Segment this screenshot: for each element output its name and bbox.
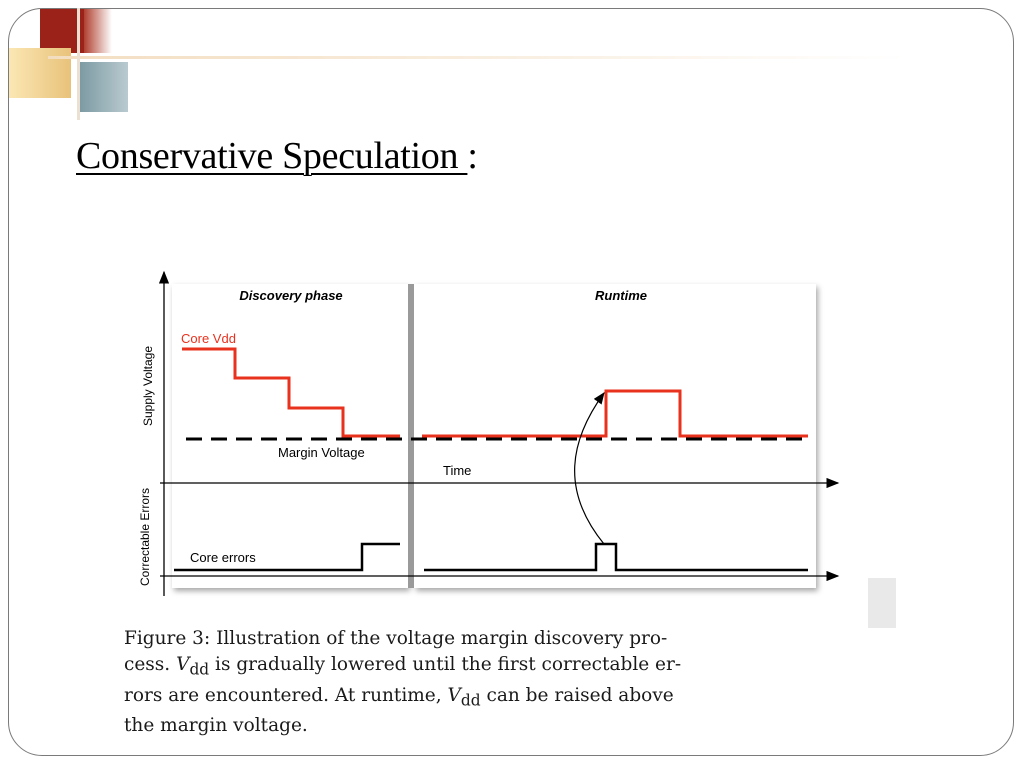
vdd-subscript: dd (460, 691, 481, 710)
vdd-symbol: V (176, 654, 190, 675)
caption-text: cess. (124, 654, 177, 675)
decorative-horizontal-line (48, 56, 908, 59)
panel-divider (408, 284, 414, 588)
core-vdd-runtime-line (422, 389, 808, 438)
vdd-subscript: dd (189, 660, 210, 679)
decorative-red-fade (84, 9, 112, 53)
caption-line-2: cess. Vdd is gradually lowered until the… (124, 652, 862, 683)
slide-title: Conservative Speculation : (76, 132, 478, 180)
decorative-gray-square (80, 62, 128, 112)
correctable-errors-axis-label: Correctable Errors (138, 488, 152, 586)
caption-line-1: Figure 3: Illustration of the voltage ma… (124, 628, 668, 649)
caption-text: rors are encountered. At runtime, (124, 684, 448, 706)
caption-line-3: rors are encountered. At runtime, Vdd ca… (124, 683, 862, 714)
caption-line-4: the margin voltage. (124, 715, 308, 737)
caption-text: is gradually lowered until the first cor… (209, 654, 682, 675)
core-errors-runtime-line (424, 542, 808, 572)
runtime-title: Runtime (595, 288, 647, 303)
time-label: Time (443, 463, 471, 478)
figure-caption: Figure 3: Illustration of the voltage ma… (124, 626, 862, 739)
decorative-vertical-line (77, 8, 80, 120)
slide-title-colon: : (467, 135, 478, 177)
core-vdd-label: Core Vdd (181, 331, 236, 346)
supply-voltage-axis-label: Supply Voltage (141, 346, 155, 426)
core-vdd-discovery-line (182, 347, 400, 438)
decorative-red-square (40, 9, 84, 53)
discovery-phase-title: Discovery phase (239, 288, 342, 303)
vdd-symbol: V (447, 684, 461, 706)
caption-text: can be raised above (480, 684, 674, 706)
core-errors-discovery-line (174, 542, 400, 572)
slide-title-text: Conservative Speculation (76, 135, 468, 177)
gray-patch (868, 578, 896, 628)
feedback-curved-arrow (574, 392, 605, 545)
core-errors-label: Core errors (190, 550, 256, 565)
margin-voltage-label: Margin Voltage (278, 445, 365, 460)
